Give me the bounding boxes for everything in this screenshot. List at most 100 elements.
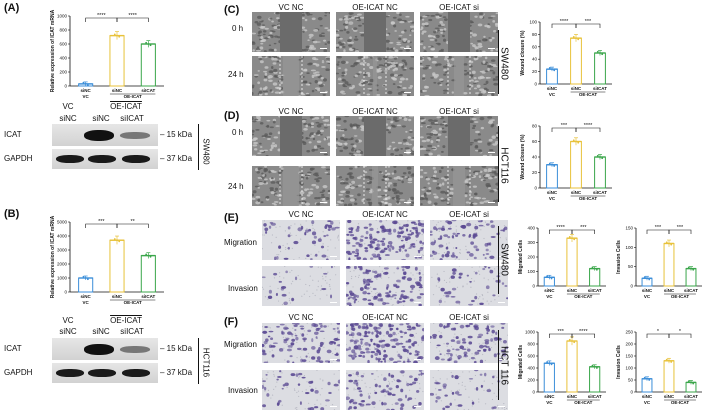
- cell: [349, 36, 352, 40]
- stained-cell: [445, 342, 450, 345]
- stained-cell: [406, 277, 412, 282]
- pore: [281, 404, 283, 406]
- cell: [411, 201, 414, 204]
- cell: [300, 182, 304, 186]
- cell: [495, 47, 498, 51]
- stained-cell: [393, 228, 397, 233]
- pore: [262, 347, 263, 350]
- cell: [345, 25, 349, 29]
- pore: [284, 359, 286, 361]
- cell: [432, 193, 437, 195]
- pore: [357, 375, 359, 377]
- group-label: OE-ICAT: [671, 294, 689, 299]
- membrane: [262, 266, 340, 306]
- cell: [433, 170, 438, 174]
- cell: [439, 78, 444, 82]
- stained-cell: [291, 338, 296, 342]
- cell: [397, 18, 402, 22]
- pore: [338, 370, 340, 371]
- pore: [357, 223, 360, 225]
- blot-a-icat-strip: [52, 124, 158, 146]
- cell: [273, 25, 278, 30]
- stained-cell: [268, 225, 272, 229]
- stained-cell: [500, 349, 506, 353]
- pore: [500, 341, 502, 343]
- pore: [309, 295, 311, 298]
- stained-cell: [500, 323, 506, 325]
- stained-cell: [438, 334, 443, 339]
- data-point: [646, 277, 648, 280]
- stained-cell: [421, 228, 424, 233]
- pore: [312, 227, 314, 230]
- pore: [445, 281, 448, 284]
- stained-cell: [371, 401, 376, 406]
- pore: [482, 298, 484, 300]
- cell: [338, 67, 342, 69]
- pore: [359, 237, 362, 240]
- cell: [272, 62, 277, 65]
- stained-cell: [395, 251, 399, 253]
- cell: [314, 197, 319, 200]
- stained-cell: [292, 361, 295, 363]
- cell: [305, 124, 309, 128]
- cell: [393, 24, 397, 28]
- stained-cell: [409, 290, 413, 293]
- stained-cell: [420, 372, 423, 376]
- data-point: [599, 156, 601, 158]
- cell: [424, 94, 430, 96]
- cell: [259, 142, 262, 145]
- cell: [392, 77, 397, 81]
- wound-texture: [336, 56, 414, 96]
- pore: [483, 225, 485, 228]
- stained-cell: [388, 387, 393, 390]
- cell: [441, 23, 445, 27]
- significance-label: *: [679, 329, 682, 335]
- blot-band: [122, 369, 150, 377]
- pore: [383, 335, 385, 337]
- blot-a-gapdh-strip: [52, 149, 158, 169]
- pore: [501, 381, 503, 383]
- stained-cell: [455, 300, 461, 304]
- cell: [321, 65, 326, 68]
- cell: [340, 129, 345, 132]
- cell: [320, 76, 324, 80]
- membrane: [430, 370, 508, 410]
- pore: [482, 353, 484, 356]
- cell: [301, 119, 306, 123]
- pore: [286, 243, 288, 245]
- stained-cell: [404, 394, 408, 399]
- stained-cell: [369, 235, 373, 240]
- stained-cell: [262, 276, 266, 279]
- y-tick-label: 200: [527, 378, 535, 383]
- blot-band: [88, 155, 116, 163]
- pore: [443, 279, 446, 282]
- stained-cell: [311, 356, 316, 360]
- stained-cell: [374, 383, 378, 388]
- pore: [397, 248, 399, 250]
- cell: [325, 168, 330, 171]
- pore: [290, 225, 292, 227]
- pore: [353, 387, 355, 389]
- cell: [386, 172, 391, 175]
- y-tick-label: 5000: [57, 220, 68, 225]
- stained-cell: [352, 236, 357, 240]
- stained-cell: [348, 230, 353, 234]
- x-tick-label: siICAT: [684, 394, 698, 399]
- pore: [496, 376, 498, 378]
- stained-cell: [334, 353, 339, 356]
- cell: [336, 129, 339, 132]
- cell: [264, 66, 269, 69]
- pore: [465, 388, 467, 390]
- cell: [420, 61, 423, 63]
- x-tick-label: siNC: [544, 288, 555, 293]
- stained-cell: [368, 302, 374, 306]
- cell: [481, 197, 487, 200]
- stained-cell: [278, 280, 282, 283]
- pore: [400, 238, 402, 240]
- x-tick-label: siNC: [571, 190, 582, 195]
- pore: [489, 267, 492, 269]
- pore: [278, 254, 280, 256]
- cell: [408, 86, 413, 89]
- cell: [436, 154, 441, 156]
